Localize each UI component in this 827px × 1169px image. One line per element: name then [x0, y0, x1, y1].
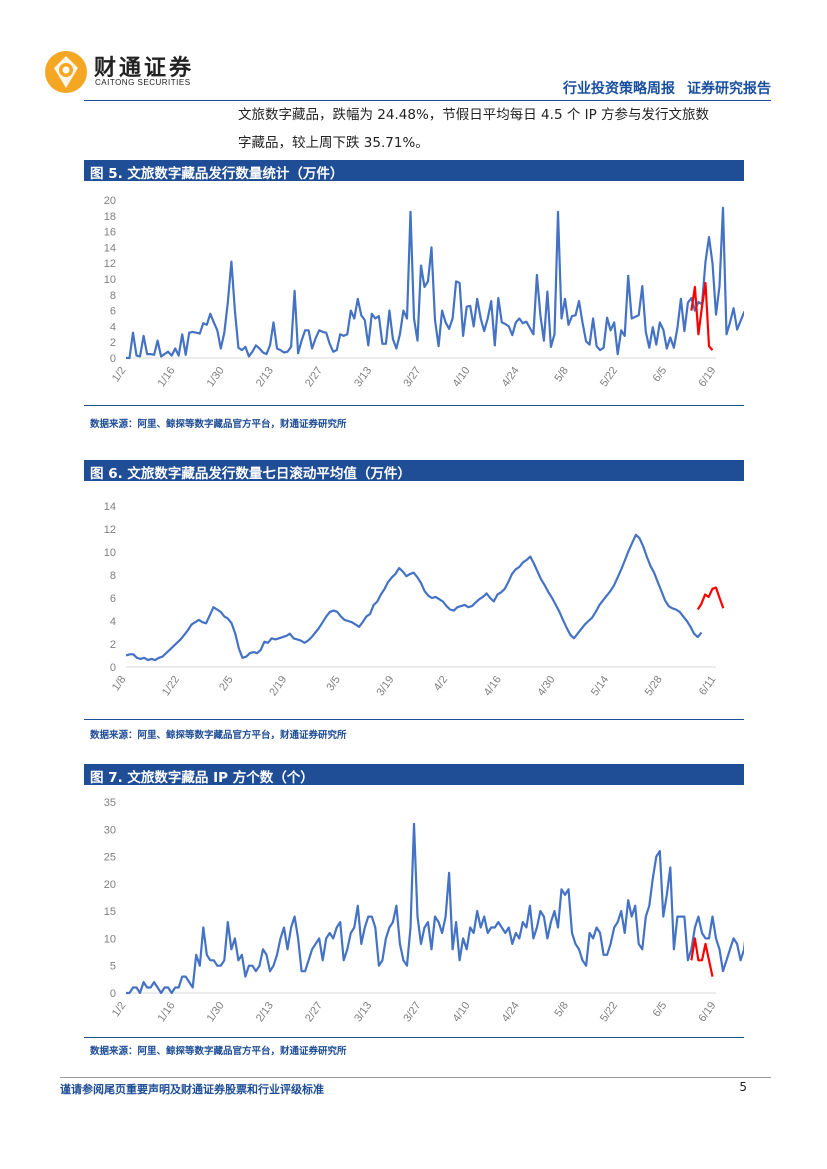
figure-7-chart: 0 5 10 15 20 25 30 35 1/2 1/16 1/30 2/13 2/27 3/13 3/2… [84, 786, 744, 1036]
y-tick-label: 25 [104, 852, 116, 864]
y-tick-label: 10 [104, 933, 116, 945]
figure-6-title: 图 6. 文旅数字藏品发行数量七日滚动平均值（万件） [84, 460, 744, 482]
y-tick-label: 14 [104, 242, 116, 254]
x-tick-label: 3/19 [375, 674, 397, 698]
y-tick-label: 10 [104, 547, 116, 559]
x-tick-label: 1/22 [160, 674, 182, 698]
x-tick-label: 4/10 [451, 365, 473, 389]
series-line-recent-week [696, 586, 725, 611]
logo-chinese-name: 财通证券 [94, 56, 195, 81]
footer-divider [60, 1077, 771, 1078]
y-tick-label: 14 [104, 501, 116, 513]
x-tick-label: 5/14 [589, 674, 611, 698]
caitong-logo-icon [45, 51, 87, 93]
chart-svg-0: 0 2 4 6 8 10 12 14 16 18 20 1/2 1/16 1/30 2/13 2/27 3/13… [104, 195, 744, 389]
y-tick-label: 20 [104, 195, 116, 207]
y-tick-label: 12 [104, 524, 116, 536]
figure-5-source: 数据来源：阿里、鲸探等数字藏品官方平台，财通证券研究所 [90, 419, 347, 430]
report-kind: 证券研究报告 [687, 81, 771, 97]
y-tick-label: 15 [104, 906, 116, 918]
x-tick-label: 4/2 [432, 674, 451, 693]
y-tick-label: 0 [110, 662, 116, 674]
x-tick-label: 5/8 [552, 1000, 571, 1019]
x-tick-label: 1/8 [110, 674, 129, 693]
figure-6-chart: 0 2 4 6 8 10 12 14 1/8 1/22 2/5 2/19 3/5 3/19 4/2 4/16 4… [84, 482, 744, 718]
y-tick-label: 5 [110, 961, 116, 973]
y-tick-label: 10 [104, 274, 116, 286]
x-tick-label: 2/5 [217, 674, 236, 693]
y-tick-label: 20 [104, 879, 116, 891]
y-tick-label: 6 [110, 593, 116, 605]
series-line-main [126, 822, 744, 995]
body-text-line-1: 文旅数字藏品，跌幅为 24.48%，节假日平均每日 4.5 个 IP 方参与发行… [238, 107, 710, 123]
x-tick-label: 4/10 [451, 1000, 473, 1024]
x-tick-label: 6/11 [697, 674, 719, 698]
body-text-line-2: 字藏品，较上周下跌 35.71%。 [238, 135, 429, 151]
x-tick-label: 6/5 [651, 1000, 670, 1019]
header-divider [84, 100, 771, 101]
series-line-recent-week [690, 937, 714, 977]
x-tick-label: 1/30 [205, 1000, 227, 1024]
y-tick-label: 18 [104, 211, 116, 223]
x-tick-label: 3/27 [401, 1000, 423, 1024]
x-tick-label: 4/16 [482, 674, 504, 698]
figure-7-title: 图 7. 文旅数字藏品 IP 方个数（个） [84, 764, 744, 786]
report-type: 行业投资策略周报 [563, 81, 675, 97]
y-tick-label: 2 [110, 639, 116, 651]
x-tick-label: 6/19 [696, 365, 718, 389]
company-logo: 财通证券 CAITONG SECURITIES [42, 48, 212, 96]
y-tick-label: 4 [110, 321, 116, 333]
figure-7-source: 数据来源：阿里、鲸探等数字藏品官方平台，财通证券研究所 [90, 1046, 347, 1057]
y-tick-label: 30 [104, 824, 116, 836]
figure-5-divider [84, 405, 744, 406]
x-tick-label: 2/27 [303, 365, 325, 389]
y-tick-label: 6 [110, 306, 116, 318]
x-tick-label: 4/30 [535, 674, 557, 698]
series-line-main [125, 533, 703, 662]
x-tick-label: 2/27 [303, 1000, 325, 1024]
y-tick-label: 0 [110, 988, 116, 1000]
x-tick-label: 5/22 [598, 365, 620, 389]
x-tick-label: 6/5 [651, 365, 670, 384]
figure-5-title: 图 5. 文旅数字藏品发行数量统计（万件） [84, 160, 744, 182]
x-tick-label: 3/13 [352, 1000, 374, 1024]
x-tick-label: 3/5 [324, 674, 343, 693]
y-tick-label: 8 [110, 290, 116, 302]
x-tick-label: 1/2 [110, 365, 129, 384]
chart-svg-1: 0 2 4 6 8 10 12 14 1/8 1/22 2/5 2/19 3/5 3/19 4/2 4/16 4… [104, 501, 725, 698]
x-tick-label: 2/19 [267, 674, 289, 698]
y-tick-label: 35 [104, 797, 116, 809]
x-tick-label: 3/13 [352, 365, 374, 389]
logo-english-name: CAITONG SECURITIES [95, 78, 191, 87]
figure-6-divider [84, 719, 744, 720]
x-tick-label: 5/22 [598, 1000, 620, 1024]
report-header: 行业投资策略周报 证券研究报告 [551, 78, 771, 98]
y-tick-label: 4 [110, 616, 116, 628]
x-tick-label: 5/8 [552, 365, 571, 384]
x-tick-label: 6/19 [696, 1000, 718, 1024]
x-tick-label: 1/16 [156, 1000, 178, 1024]
x-tick-label: 4/24 [500, 1000, 522, 1024]
figure-6-source: 数据来源：阿里、鲸探等数字藏品官方平台，财通证券研究所 [90, 730, 347, 741]
x-tick-label: 1/30 [205, 365, 227, 389]
series-line-recent-week [690, 281, 714, 351]
chart-svg-2: 0 5 10 15 20 25 30 35 1/2 1/16 1/30 2/13 2/27 3/13 3/2… [104, 797, 744, 1024]
y-tick-label: 16 [104, 227, 116, 239]
x-tick-label: 2/13 [254, 1000, 276, 1024]
x-tick-label: 2/13 [254, 365, 276, 389]
x-tick-label: 4/24 [500, 365, 522, 389]
series-line-main [126, 206, 744, 360]
figure-5-chart: 0 2 4 6 8 10 12 14 16 18 20 1/2 1/16 1/30 2/13 2/27 3/13… [84, 182, 744, 404]
x-tick-label: 3/27 [401, 365, 423, 389]
y-tick-label: 12 [104, 258, 116, 270]
x-tick-label: 1/16 [156, 365, 178, 389]
y-tick-label: 8 [110, 570, 116, 582]
y-tick-label: 2 [110, 337, 116, 349]
x-tick-label: 1/2 [110, 1000, 129, 1019]
x-tick-label: 5/28 [643, 674, 665, 698]
page-number: 5 [739, 1080, 747, 1094]
footer-disclaimer: 谨请参阅尾页重要声明及财通证券股票和行业评级标准 [60, 1083, 324, 1096]
figure-7-divider [84, 1037, 744, 1038]
y-tick-label: 0 [110, 353, 116, 365]
